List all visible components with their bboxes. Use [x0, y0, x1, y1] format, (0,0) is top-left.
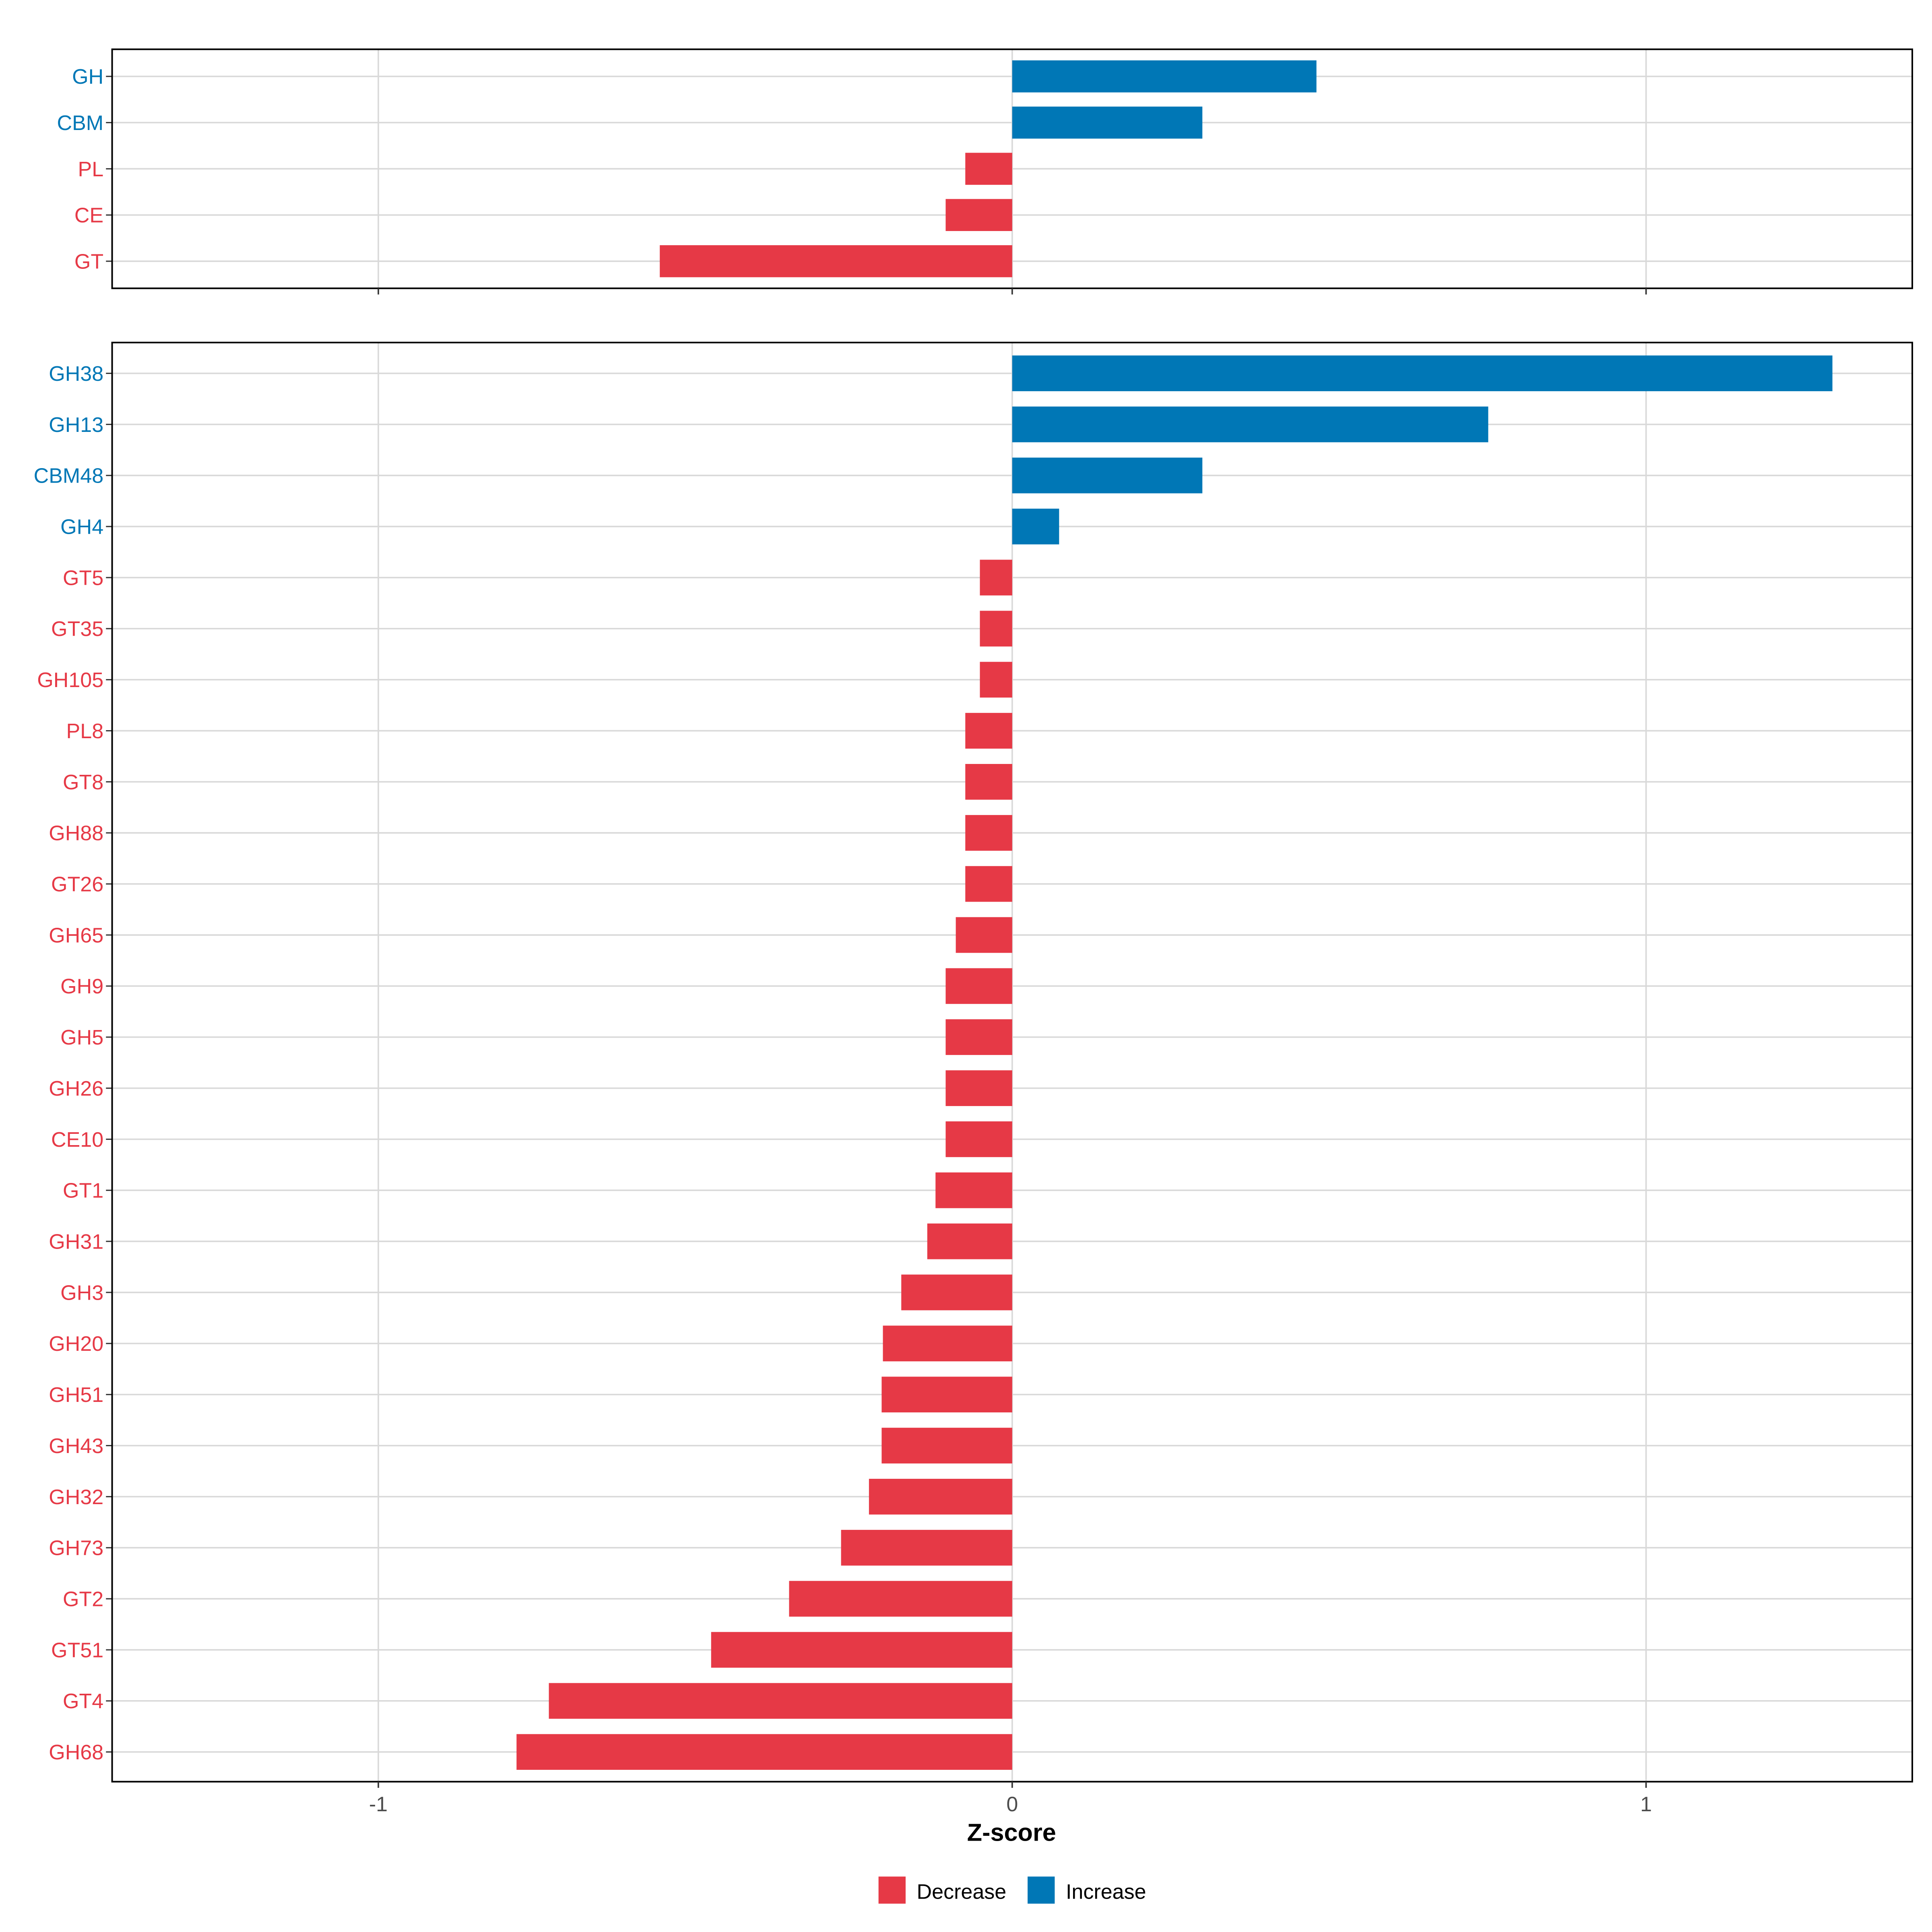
- bar-GT8: [965, 764, 1012, 800]
- y-tick-label-GT4: GT4: [63, 1690, 103, 1713]
- y-tick-label-GH31: GH31: [49, 1230, 103, 1253]
- bar-GH43: [881, 1428, 1012, 1463]
- legend-label-increase: Increase: [1066, 1880, 1146, 1903]
- bar-GH32: [869, 1479, 1012, 1515]
- x-axis-title: Z-score: [967, 1818, 1056, 1846]
- y-tick-label-GT1: GT1: [63, 1179, 103, 1203]
- bar-GH68: [516, 1734, 1012, 1770]
- bar-GT5: [980, 559, 1012, 596]
- x-tick-label: -1: [369, 1793, 388, 1816]
- bar-PL: [965, 153, 1012, 185]
- x-tick-label: 1: [1640, 1793, 1652, 1816]
- legend-swatch-increase: [1028, 1876, 1055, 1904]
- y-tick-label-PL: PL: [78, 158, 103, 181]
- x-tick-label: 0: [1006, 1793, 1018, 1816]
- legend-label-decrease: Decrease: [917, 1880, 1007, 1903]
- bar-GH13: [1012, 407, 1488, 442]
- bar-GH3: [901, 1274, 1012, 1311]
- bar-GH9: [945, 968, 1012, 1004]
- y-tick-label-GH5: GH5: [60, 1026, 103, 1049]
- y-tick-label-CE: CE: [74, 204, 103, 227]
- bar-CBM: [1012, 106, 1203, 139]
- bar-GH26: [945, 1070, 1012, 1106]
- bar-GT51: [711, 1632, 1012, 1668]
- bar-GH4: [1012, 508, 1059, 545]
- y-tick-label-GH73: GH73: [49, 1537, 103, 1560]
- bar-GH51: [881, 1377, 1012, 1413]
- bar-CE: [945, 199, 1012, 231]
- bar-GH5: [945, 1019, 1012, 1055]
- y-tick-label-GH4: GH4: [60, 515, 103, 539]
- y-tick-label-CBM48: CBM48: [34, 464, 104, 488]
- y-tick-label-GT5: GT5: [63, 566, 103, 590]
- y-tick-label-GH26: GH26: [49, 1077, 103, 1100]
- bar-GT26: [965, 866, 1012, 902]
- bar-GT2: [789, 1581, 1012, 1617]
- bar-GH73: [841, 1530, 1012, 1566]
- y-tick-label-GH9: GH9: [60, 975, 103, 998]
- bar-GH38: [1012, 355, 1833, 391]
- panel-subfamilies: GH38 GH13 CBM48 GH4 GT5 GT35 GH105 PL8 GT8 GH88 GT…: [34, 342, 1913, 1816]
- bar-GH: [1012, 60, 1317, 93]
- bar-GT1: [935, 1172, 1012, 1208]
- bar-GT4: [549, 1683, 1012, 1719]
- y-tick-label-GH13: GH13: [49, 413, 103, 437]
- y-tick-label-CBM: CBM: [57, 111, 104, 135]
- y-tick-label-GT26: GT26: [51, 873, 103, 896]
- y-tick-label-GT35: GT35: [51, 617, 103, 641]
- y-tick-label-GH: GH: [72, 65, 103, 89]
- y-tick-label-GT51: GT51: [51, 1639, 103, 1662]
- y-tick-label-GH51: GH51: [49, 1383, 103, 1407]
- y-tick-label-GT8: GT8: [63, 771, 103, 794]
- y-tick-label-GH3: GH3: [60, 1281, 103, 1305]
- bar-GH20: [883, 1325, 1012, 1362]
- legend-swatch-decrease: [878, 1876, 906, 1904]
- y-tick-label-GH105: GH105: [37, 669, 103, 692]
- y-tick-label-GT: GT: [74, 250, 103, 273]
- y-tick-label-GH88: GH88: [49, 822, 103, 845]
- y-tick-label-GH38: GH38: [49, 362, 103, 386]
- y-tick-label-GH32: GH32: [49, 1486, 103, 1509]
- bar-GH88: [965, 815, 1012, 851]
- y-tick-label-GT2: GT2: [63, 1587, 103, 1611]
- bar-GT35: [980, 611, 1012, 647]
- bar-CE10: [945, 1121, 1012, 1157]
- legend: Decrease Increase: [878, 1876, 1146, 1904]
- bar-GH31: [927, 1223, 1012, 1259]
- y-tick-label-GH20: GH20: [49, 1332, 103, 1356]
- y-tick-label-GH65: GH65: [49, 924, 103, 947]
- y-tick-label-GH68: GH68: [49, 1741, 103, 1764]
- bar-PL8: [965, 713, 1012, 749]
- y-tick-label-GH43: GH43: [49, 1435, 103, 1458]
- panel-families: GH CBM PL CE GT: [57, 48, 1913, 295]
- bar-GH65: [956, 917, 1012, 953]
- bar-CBM48: [1012, 457, 1203, 493]
- bar-GT: [660, 245, 1012, 277]
- y-tick-label-PL8: PL8: [66, 720, 104, 743]
- bar-GH105: [980, 662, 1012, 698]
- y-tick-label-CE10: CE10: [51, 1128, 103, 1152]
